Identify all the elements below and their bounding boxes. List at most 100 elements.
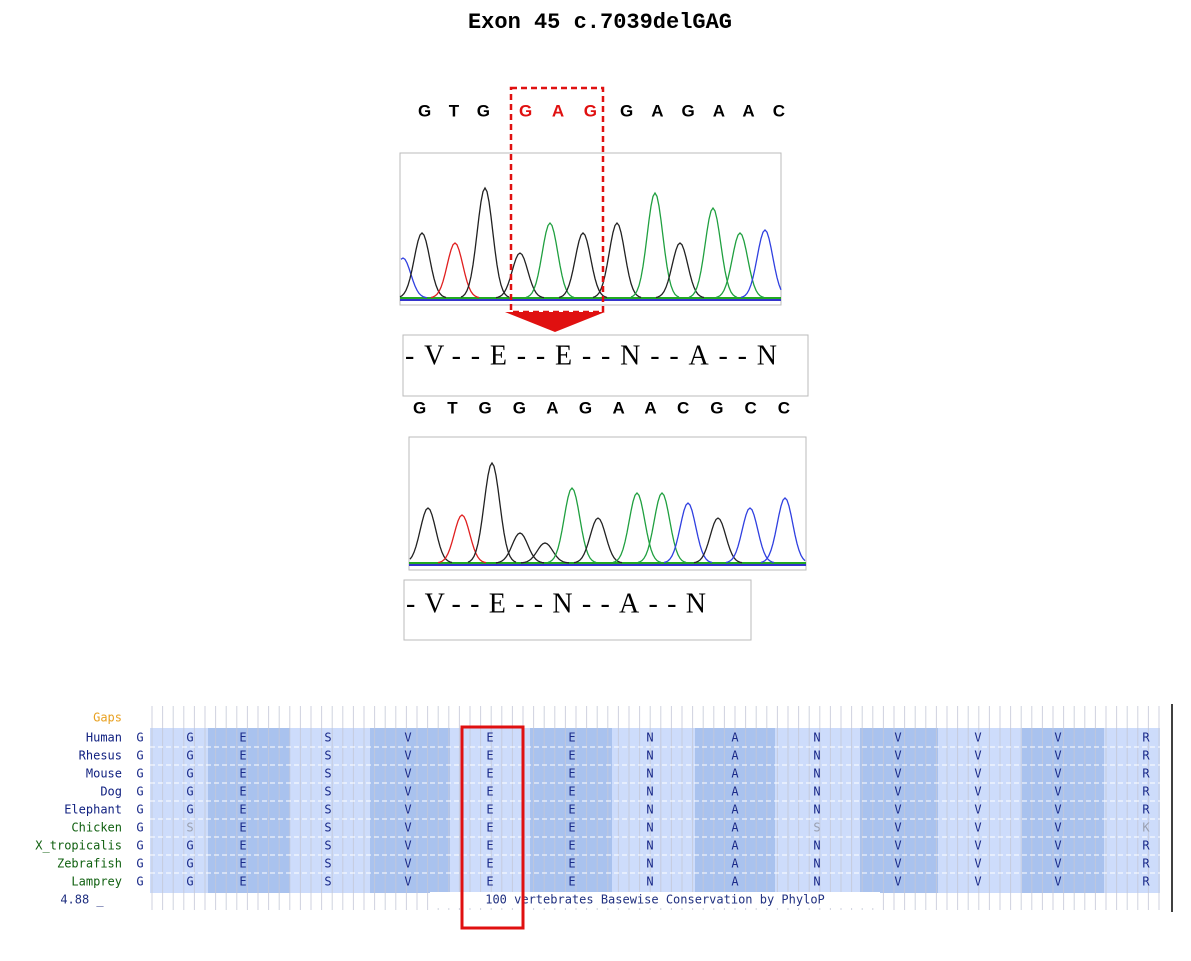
- peak: [593, 223, 641, 297]
- residue: E: [568, 767, 575, 781]
- residue: E: [568, 839, 575, 853]
- residue: G: [136, 731, 143, 745]
- residue: E: [239, 767, 246, 781]
- residue: S: [324, 731, 331, 745]
- residue: N: [646, 803, 653, 817]
- peak: [638, 493, 686, 562]
- residue: E: [486, 821, 493, 835]
- residue: V: [404, 839, 411, 853]
- residue: E: [486, 839, 493, 853]
- residue: A: [731, 821, 739, 835]
- track-label: Gaps: [93, 711, 122, 725]
- residue: E: [239, 875, 246, 889]
- mut-sequence: G T G G A G A A C G C C: [413, 398, 790, 417]
- residue: G: [186, 785, 193, 799]
- arrow: [505, 312, 605, 332]
- residue: R: [1142, 875, 1150, 889]
- residue: E: [486, 857, 493, 871]
- residue: N: [646, 875, 653, 889]
- residue: S: [324, 803, 331, 817]
- scale-label: 4.88 _: [60, 893, 104, 907]
- residue: N: [646, 839, 653, 853]
- peak: [410, 508, 452, 563]
- residue: N: [646, 821, 653, 835]
- residue: N: [813, 839, 820, 853]
- residue: V: [894, 803, 901, 817]
- species-label: Rhesus: [79, 749, 122, 763]
- residue: R: [1142, 857, 1150, 871]
- residue: A: [731, 785, 739, 799]
- species-label: Mouse: [86, 767, 122, 781]
- residue: V: [404, 785, 411, 799]
- residue: V: [1054, 803, 1061, 817]
- peak: [689, 208, 737, 297]
- residue: N: [813, 731, 820, 745]
- residue: E: [568, 857, 575, 871]
- residue: A: [731, 857, 739, 871]
- residue: R: [1142, 785, 1150, 799]
- residue: A: [731, 749, 739, 763]
- caption: 100 vertebrates Basewise Conservation by…: [485, 893, 825, 907]
- chromatogram: [400, 153, 781, 305]
- residue: V: [894, 857, 901, 871]
- codon-band: [208, 728, 290, 893]
- residue: E: [486, 803, 493, 817]
- residue: E: [568, 875, 575, 889]
- residue: V: [404, 767, 411, 781]
- residue: V: [894, 749, 901, 763]
- residue: R: [1142, 767, 1150, 781]
- residue: N: [813, 875, 820, 889]
- residue: V: [1054, 875, 1061, 889]
- residue: N: [646, 731, 653, 745]
- residue: G: [136, 749, 143, 763]
- peak: [613, 493, 661, 562]
- residue: N: [813, 857, 820, 871]
- residue: V: [974, 749, 981, 763]
- wt-sequence: G T G: [418, 101, 490, 120]
- residue: V: [974, 839, 981, 853]
- residue: S: [324, 857, 331, 871]
- residue: R: [1142, 803, 1150, 817]
- chromatogram-frame: [409, 437, 806, 570]
- residue: S: [324, 785, 331, 799]
- species-label: X_tropicalis: [35, 839, 122, 853]
- residue: A: [731, 803, 739, 817]
- residue: E: [239, 803, 246, 817]
- peak: [468, 463, 516, 562]
- residue: G: [186, 803, 193, 817]
- peak: [726, 508, 774, 563]
- residue: K: [1142, 821, 1150, 835]
- residue: V: [1054, 785, 1061, 799]
- track-band: [150, 728, 1160, 893]
- residue: N: [813, 749, 820, 763]
- codon-band: [1022, 728, 1104, 893]
- residue: V: [1054, 821, 1061, 835]
- residue: N: [646, 785, 653, 799]
- residue: A: [731, 731, 739, 745]
- residue: S: [186, 821, 193, 835]
- peak: [761, 498, 805, 563]
- residue: V: [1054, 839, 1061, 853]
- residue: G: [136, 821, 143, 835]
- residue: E: [486, 785, 493, 799]
- residue: G: [186, 767, 193, 781]
- residue: G: [186, 749, 193, 763]
- residue: V: [404, 857, 411, 871]
- residue: E: [239, 785, 246, 799]
- residue: E: [239, 857, 246, 871]
- residue: R: [1142, 839, 1150, 853]
- residue: N: [813, 767, 820, 781]
- wt-protein: -V--E--E--N--A--N: [405, 340, 777, 371]
- residue: V: [894, 839, 901, 853]
- residue: G: [136, 839, 143, 853]
- residue: V: [894, 875, 901, 889]
- peak: [496, 533, 544, 563]
- residue: E: [568, 731, 575, 745]
- residue: V: [404, 731, 411, 745]
- species-label: Zebrafish: [57, 857, 122, 871]
- peak: [716, 233, 764, 298]
- residue: V: [894, 731, 901, 745]
- residue: V: [404, 749, 411, 763]
- residue: V: [1054, 731, 1061, 745]
